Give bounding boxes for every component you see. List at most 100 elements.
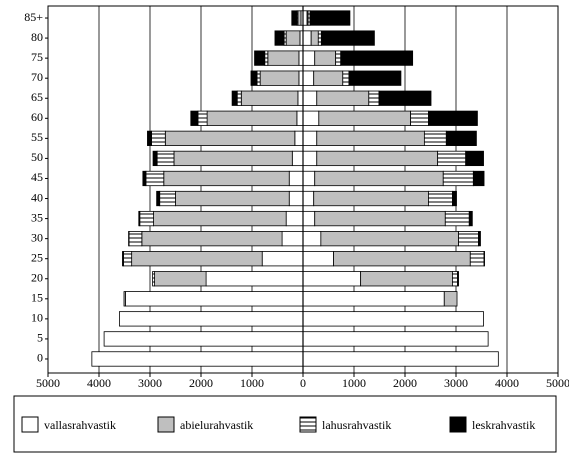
bar-segment (468, 210, 473, 227)
legend-label: lahusrahvastik (322, 418, 391, 432)
bar-segment (317, 30, 322, 46)
bar-segment (288, 190, 304, 207)
bar-segment (457, 271, 459, 287)
y-tick-label: 0 (37, 351, 43, 365)
bar-segment (254, 50, 266, 66)
bar-segment (264, 50, 269, 66)
y-tick-label: 10 (31, 311, 43, 325)
bar-segment (261, 251, 304, 267)
bar-segment (156, 190, 161, 207)
bar-segment (320, 30, 375, 46)
bar-segment (142, 170, 147, 187)
bar-segment (123, 291, 126, 307)
bar-segment (123, 251, 133, 267)
bar-segment (302, 351, 499, 367)
bar-segment (296, 110, 304, 126)
y-tick-label: 75 (31, 50, 43, 64)
bar-segment (103, 331, 304, 347)
bar-segment (288, 170, 304, 187)
y-tick-label: 15 (31, 291, 43, 305)
bar-segment (423, 130, 447, 146)
bar-segment (313, 190, 429, 207)
bar-segment (302, 170, 316, 187)
bar-segment (428, 110, 478, 126)
bar-segment (302, 331, 489, 347)
bar-segment (444, 210, 470, 227)
bar-segment (151, 130, 166, 146)
bar-segment (128, 231, 143, 247)
bar-segment (428, 190, 453, 207)
bar-segment (285, 210, 304, 227)
y-tick-label: 60 (31, 110, 43, 124)
bar-segment (231, 90, 238, 106)
bar-segment (154, 271, 207, 287)
x-tick-label: 5000 (36, 376, 60, 390)
bar-segment (236, 90, 242, 106)
bar-segment (197, 110, 208, 126)
bar-segment (145, 170, 165, 187)
bar-segment (302, 190, 315, 207)
bar-segment (410, 110, 429, 126)
legend-label: vallasrahvastik (44, 418, 116, 432)
bar-segment (302, 291, 445, 307)
bar-segment (274, 30, 285, 46)
bar-segment (458, 231, 479, 247)
y-tick-label: 20 (31, 271, 43, 285)
y-tick-label: 65 (31, 90, 43, 104)
bar-segment (443, 291, 458, 307)
x-tick-label: 4000 (495, 376, 519, 390)
bar-segment (302, 271, 362, 287)
x-tick-label: 5000 (546, 376, 569, 390)
bar-segment (445, 130, 477, 146)
x-tick-label: 0 (300, 376, 306, 390)
y-tick-label: 25 (31, 250, 43, 264)
bar-segment (259, 70, 300, 86)
bar-segment (302, 70, 315, 86)
bar-segment (309, 10, 351, 26)
bar-segment (281, 231, 304, 247)
bar-segment (465, 150, 484, 167)
legend-swatch (299, 416, 317, 433)
bar-segment (297, 10, 302, 26)
bar-segment (175, 190, 290, 207)
y-tick-label: 5 (37, 331, 43, 345)
bar-segment (190, 110, 199, 126)
bar-segment (267, 50, 300, 66)
bar-segment (378, 90, 432, 106)
legend-label: abielurahvastik (180, 418, 253, 432)
x-tick-label: 2000 (189, 376, 213, 390)
bar-segment (125, 291, 304, 307)
bar-segment (152, 150, 158, 167)
y-tick-label: 85+ (24, 10, 43, 24)
bar-segment (302, 10, 308, 26)
bar-segment (340, 50, 414, 66)
bar-segment (119, 311, 304, 327)
bar-segment (452, 190, 457, 207)
bar-segment (302, 231, 322, 247)
x-tick-label: 1000 (240, 376, 264, 390)
bar-segment (333, 251, 471, 267)
bar-segment (472, 170, 485, 187)
x-tick-label: 3000 (138, 376, 162, 390)
y-tick-label: 35 (31, 210, 43, 224)
bar-segment (250, 70, 258, 86)
legend-label: leskrahvastik (472, 418, 535, 432)
bar-segment (302, 311, 484, 327)
bar-segment (314, 170, 444, 187)
y-tick-label: 70 (31, 70, 43, 84)
bar-segment (310, 30, 319, 46)
bar-segment (302, 251, 335, 267)
legend-swatch (157, 416, 175, 433)
bar-segment (316, 90, 370, 106)
y-tick-label: 40 (31, 190, 43, 204)
bar-segment (294, 130, 304, 146)
bar-segment (442, 170, 474, 187)
bar-segment (335, 50, 342, 66)
bar-segment (302, 210, 316, 227)
bar-segment (348, 70, 402, 86)
y-tick-label: 50 (31, 150, 43, 164)
bar-segment (131, 251, 263, 267)
bar-segment (302, 150, 318, 167)
bar-segment (314, 210, 446, 227)
